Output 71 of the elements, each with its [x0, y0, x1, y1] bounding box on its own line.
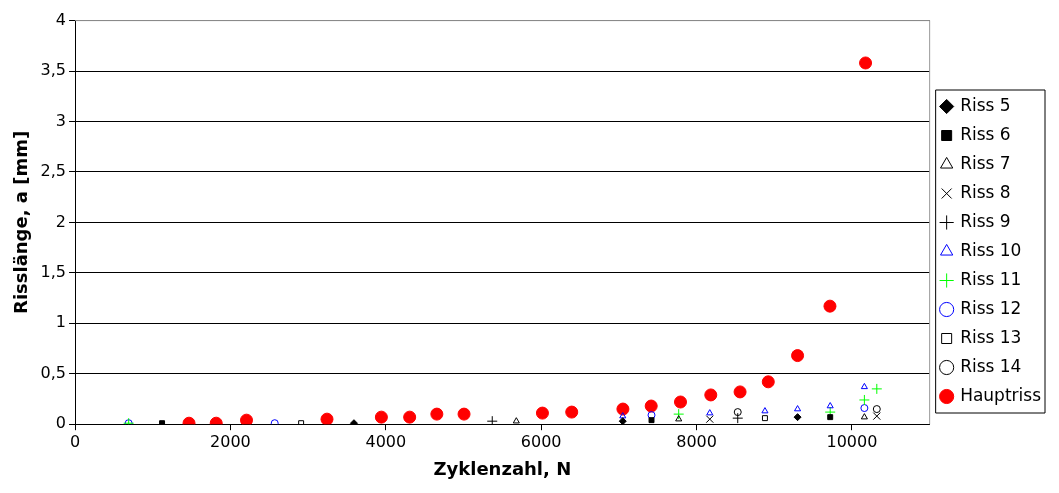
- point: [675, 415, 683, 422]
- point: [403, 410, 417, 424]
- point: [858, 394, 870, 406]
- point: [761, 375, 775, 389]
- point: [673, 408, 685, 420]
- legend-label: Hauptriss: [960, 384, 1042, 405]
- y-tick-label: 2: [55, 211, 67, 231]
- point: [860, 413, 868, 420]
- y-axis-title: Risslänge, a [mm]: [10, 130, 32, 314]
- point: [860, 382, 868, 390]
- x-tick-label: 6000: [520, 431, 562, 451]
- legend-label: Riss 10: [960, 239, 1022, 260]
- point: [733, 385, 747, 399]
- x-tick-label: 2000: [210, 431, 251, 451]
- point: [826, 402, 834, 409]
- point: [732, 412, 744, 424]
- point: [320, 412, 334, 425]
- point: [644, 399, 658, 413]
- legend-label: Riss 5: [960, 94, 1011, 115]
- point: [648, 417, 655, 424]
- point: [673, 395, 687, 409]
- point: [457, 407, 471, 421]
- point: [761, 415, 768, 422]
- y-tick-label: 1: [55, 312, 67, 332]
- legend-label: Riss 7: [960, 152, 1011, 173]
- point: [706, 409, 714, 416]
- point: [871, 383, 883, 395]
- point: [705, 415, 714, 424]
- point: [872, 412, 881, 421]
- point: [872, 405, 881, 414]
- point: [619, 412, 627, 419]
- y-tick-label: 3,5: [40, 60, 67, 80]
- x-tick-label: 10000: [826, 431, 878, 451]
- legend-label: Riss 8: [960, 181, 1011, 202]
- point: [298, 420, 305, 425]
- legend-label: Riss 14: [960, 355, 1022, 376]
- x-tick-label: 0: [69, 431, 81, 451]
- legend-label: Riss 12: [960, 297, 1022, 318]
- point: [240, 413, 254, 425]
- point: [618, 417, 627, 425]
- legend-label: Riss 9: [960, 210, 1011, 231]
- point: [374, 410, 388, 424]
- point: [823, 299, 837, 313]
- legend-label: Riss 13: [960, 326, 1022, 347]
- x-axis-title: Zyklenzahl, N: [433, 457, 572, 479]
- y-tick-label: 0,5: [40, 362, 67, 382]
- point: [793, 413, 802, 422]
- point: [859, 56, 873, 70]
- y-tick-label: 4: [55, 9, 67, 29]
- legend-label: Riss 11: [960, 268, 1022, 289]
- point: [860, 404, 869, 413]
- point: [159, 420, 166, 425]
- point: [565, 405, 579, 419]
- point: [704, 388, 718, 402]
- y-tick-label: 3: [55, 110, 67, 130]
- point: [430, 407, 444, 421]
- point: [794, 405, 802, 412]
- point: [827, 414, 834, 421]
- x-tick-label: 8000: [676, 431, 717, 451]
- point: [535, 406, 549, 420]
- point: [512, 417, 520, 424]
- point: [486, 415, 498, 425]
- point: [733, 408, 742, 417]
- y-tick-label: 0: [55, 413, 67, 433]
- legend-label: Riss 6: [960, 123, 1011, 144]
- point: [616, 402, 630, 416]
- point: [791, 349, 805, 363]
- y-tick-label: 2,5: [40, 161, 67, 181]
- y-tick-label: 1,5: [40, 262, 67, 282]
- point: [761, 407, 769, 414]
- x-tick-label: 4000: [365, 431, 407, 451]
